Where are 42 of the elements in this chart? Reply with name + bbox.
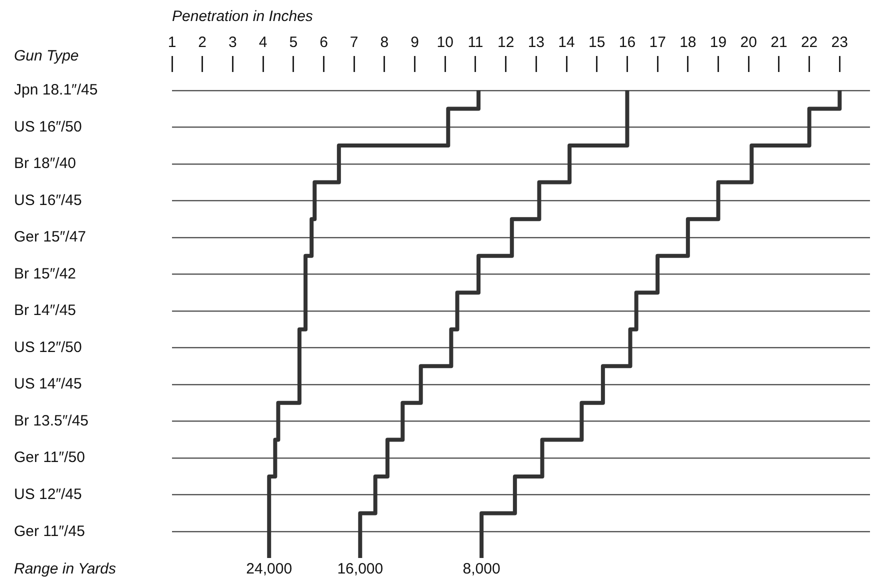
x-tick-label: 19: [710, 34, 727, 52]
x-tick-label: 15: [588, 34, 606, 52]
y-tick-label: Ger 11″/45: [14, 522, 85, 540]
x-tick-label: 4: [258, 34, 268, 52]
x-tick-label: 23: [831, 34, 848, 52]
x-tick-label: 3: [228, 34, 237, 52]
x-tick-label: 7: [350, 34, 358, 52]
x-tick-label: 2: [198, 34, 207, 52]
x-tick-label: 11: [468, 34, 484, 52]
y-tick-label: Br 13.5″/45: [14, 412, 89, 430]
y-axis-title: Gun Type: [14, 48, 79, 65]
x-tick-label: 1: [168, 34, 176, 52]
series-label: 16,000: [337, 560, 384, 578]
x-tick-label: 12: [497, 34, 514, 52]
x-tick-label: 5: [289, 34, 298, 52]
y-tick-label: Br 14″/45: [14, 302, 76, 320]
y-tick-label: Jpn 18.1″/45: [14, 82, 98, 99]
x-tick-label: 9: [410, 34, 419, 52]
series-label: 8,000: [462, 560, 500, 578]
x-tick-label: 6: [320, 34, 328, 52]
y-tick-label: US 16″/45: [14, 192, 82, 209]
series-label: 24,000: [246, 560, 292, 578]
x-tick-label: 13: [528, 34, 545, 52]
y-tick-label: Br 15″/42: [14, 265, 76, 282]
x-axis-title: Penetration in Inches: [172, 8, 314, 26]
x-tick-label: 21: [770, 34, 788, 52]
x-tick-label: 17: [649, 34, 666, 52]
y-tick-label: Ger 15″/47: [14, 228, 86, 246]
x-tick-label: 10: [436, 34, 454, 52]
y-tick-label: US 16″/50: [14, 118, 82, 136]
x-tick-label: 14: [558, 34, 575, 52]
y-tick-label: Ger 11″/50: [14, 449, 85, 466]
x-tick-label: 8: [380, 34, 389, 52]
y-tick-label: Br 18″/40: [14, 155, 76, 172]
x-tick-label: 18: [680, 34, 696, 52]
legend-title: Range in Yards: [14, 560, 117, 578]
y-tick-label: US 12″/50: [14, 338, 82, 356]
y-tick-label: US 14″/45: [14, 376, 82, 393]
x-tick-label: 22: [800, 34, 818, 52]
y-tick-label: US 12″/45: [14, 486, 82, 503]
x-tick-label: 20: [740, 34, 757, 52]
x-tick-label: 16: [618, 34, 636, 52]
